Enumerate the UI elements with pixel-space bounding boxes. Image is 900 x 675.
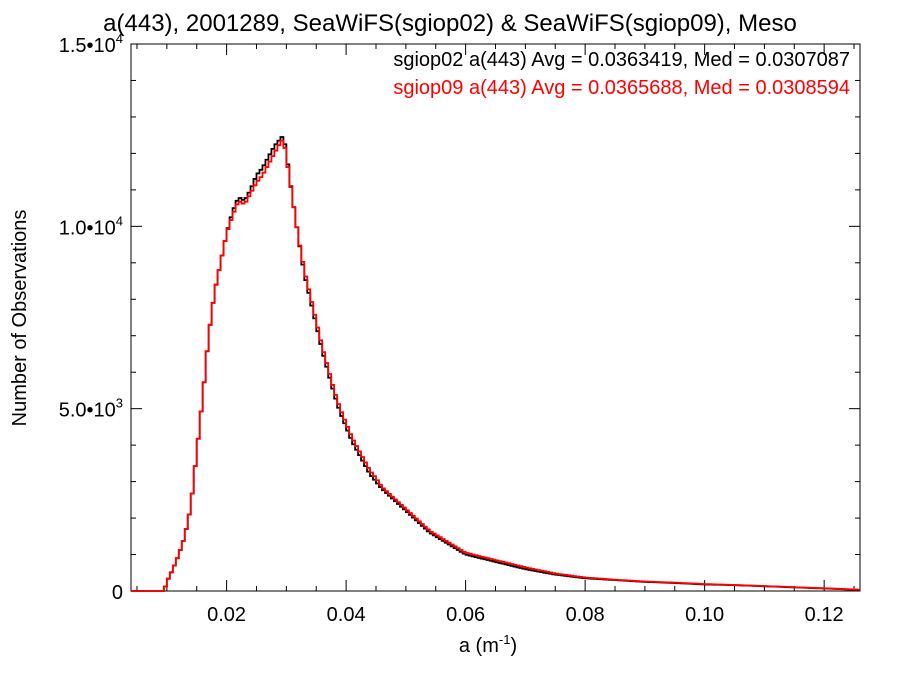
x-tick-label: 0.04: [327, 604, 366, 626]
x-axis-label-superscript: -1: [499, 632, 511, 647]
y-tick-label: 5.0•103: [59, 396, 123, 422]
y-tick-exponent: 4: [116, 213, 123, 228]
y-tick-exponent: 4: [116, 31, 123, 46]
y-tick-mantissa: 1.0•10: [59, 217, 116, 239]
x-axis-label: a (m-1): [459, 632, 517, 657]
x-tick-label: 0.08: [566, 604, 605, 626]
series-sgiop02: [131, 136, 860, 592]
x-tick-label: 0.12: [805, 604, 844, 626]
y-tick-mantissa: 1.5•10: [59, 35, 116, 57]
plot-frame: [130, 43, 861, 592]
chart-title: a(443), 2001289, SeaWiFS(sgiop02) & SeaW…: [103, 10, 797, 37]
x-axis-label-text: a (m: [459, 635, 499, 657]
series-sgiop09: [131, 139, 860, 592]
y-tick-exponent: 3: [116, 396, 123, 411]
x-axis-label-close: ): [510, 635, 517, 657]
y-tick-label: 1.0•104: [59, 213, 123, 239]
y-tick-mantissa: 0: [112, 582, 123, 604]
series-layer: [131, 136, 860, 592]
y-tick-label: 1.5•104: [59, 31, 123, 57]
y-tick-mantissa: 5.0•10: [59, 400, 116, 422]
x-axis-ticks: 0.02 0.04 0.06 0.08 0.10 0.12: [136, 44, 855, 626]
legend-annotation-sgiop02: sgiop02 a(443) Avg = 0.0363419, Med = 0.…: [393, 49, 850, 71]
x-tick-label: 0.10: [685, 604, 724, 626]
y-tick-label: 0: [112, 582, 123, 604]
legend-annotation-sgiop09: sgiop09 a(443) Avg = 0.0365688, Med = 0.…: [393, 77, 850, 99]
y-axis-label: Number of Observations: [9, 210, 31, 427]
x-tick-label: 0.06: [446, 604, 485, 626]
x-tick-label: 0.02: [207, 604, 246, 626]
